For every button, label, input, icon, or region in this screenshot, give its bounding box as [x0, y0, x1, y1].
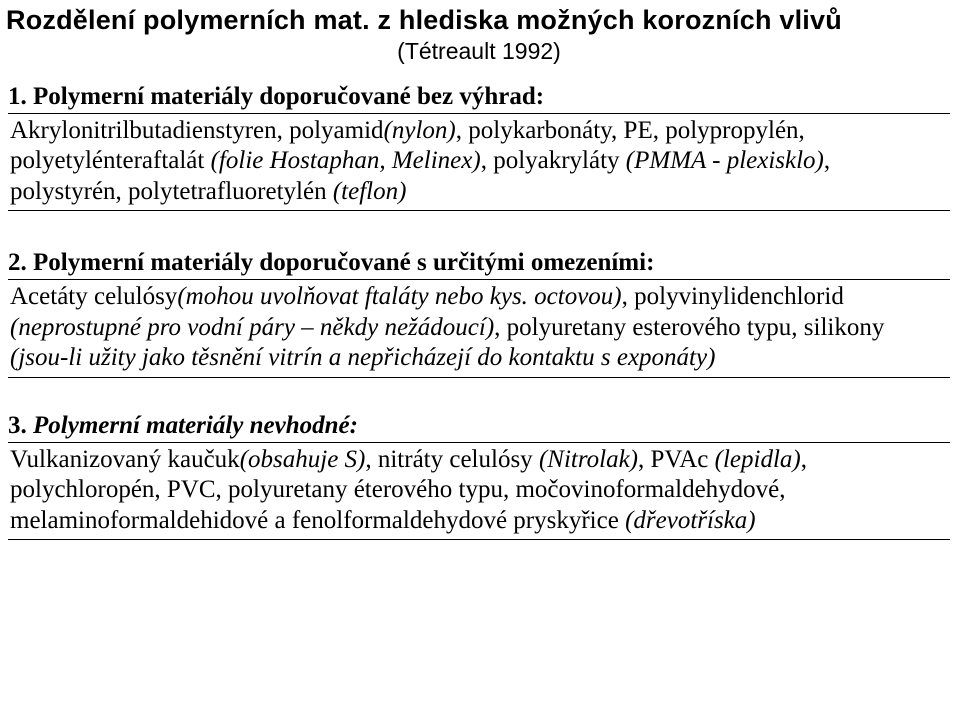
section-3-heading-text: Polymerní materiály nevhodné: — [33, 412, 358, 439]
text: , nitráty celulósy — [365, 446, 539, 473]
text: , polyvinylidenchlorid — [622, 283, 844, 310]
section-1: 1. Polymerní materiály doporučované bez … — [6, 83, 952, 212]
text-italic: (teflon) — [333, 178, 407, 205]
title-block: Rozdělení polymerních mat. z hlediska mo… — [6, 4, 952, 65]
text-italic: (PMMA - plexisklo) — [626, 147, 824, 174]
text-italic: (neprostupné pro vodní páry – někdy nežá… — [10, 314, 494, 341]
section-2: 2. Polymerní materiály doporučované s ur… — [6, 249, 952, 378]
section-3-body: Vulkanizovaný kaučuk(obsahuje S), nitrát… — [8, 443, 950, 541]
spacer — [6, 211, 952, 239]
text-italic: (Nitrolak) — [539, 446, 638, 473]
text-italic: (jsou-li užity jako těsnění vitrín a nep… — [10, 344, 715, 371]
page-title: Rozdělení polymerních mat. z hlediska mo… — [6, 4, 952, 38]
section-1-heading: 1. Polymerní materiály doporučované bez … — [8, 83, 950, 114]
text: , polyuretany esterového typu, silikony — [494, 314, 884, 341]
text-italic: (obsahuje S) — [240, 446, 366, 473]
section-2-heading-text: Polymerní materiály doporučované s určit… — [33, 249, 654, 276]
section-3-heading: 3. Polymerní materiály nevhodné: — [8, 412, 950, 443]
section-2-heading: 2. Polymerní materiály doporučované s ur… — [8, 249, 950, 280]
section-2-index: 2. — [8, 249, 27, 276]
section-3-index: 3. — [8, 412, 27, 439]
section-1-body: Akrylonitrilbutadienstyren, polyamid(nyl… — [8, 114, 950, 212]
spacer — [6, 378, 952, 402]
text-italic: (nylon) — [384, 117, 456, 144]
section-3: 3. Polymerní materiály nevhodné: Vulkani… — [6, 412, 952, 541]
section-1-index: 1. — [8, 83, 27, 110]
text: Vulkanizovaný kaučuk — [10, 446, 240, 473]
text-italic: (mohou uvolňovat ftaláty nebo kys. octov… — [177, 283, 621, 310]
text-italic: (dřevotříska) — [625, 507, 756, 534]
text: , polyakryláty — [481, 147, 626, 174]
page-subtitle: (Tétreault 1992) — [6, 38, 952, 65]
text: Acetáty celulósy — [10, 283, 177, 310]
section-2-body: Acetáty celulósy(mohou uvolňovat ftaláty… — [8, 280, 950, 378]
text: Akrylonitrilbutadienstyren, polyamid — [10, 117, 384, 144]
text-italic: (folie Hostaphan, Melinex) — [211, 147, 481, 174]
text: , PVAc — [638, 446, 715, 473]
section-1-heading-text: Polymerní materiály doporučované bez výh… — [33, 83, 544, 110]
text-italic: (lepidla) — [715, 446, 801, 473]
